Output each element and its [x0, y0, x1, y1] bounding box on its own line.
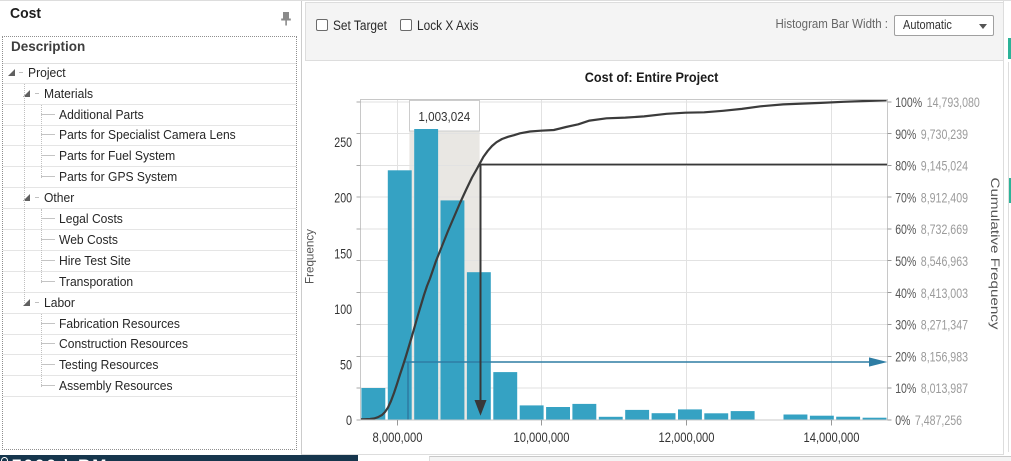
- svg-text:80%: 80%: [895, 158, 916, 174]
- svg-text:7,487,256: 7,487,256: [915, 412, 962, 428]
- svg-text:150: 150: [334, 245, 352, 261]
- svg-text:60%: 60%: [895, 221, 916, 237]
- svg-text:8,000,000: 8,000,000: [373, 429, 423, 445]
- svg-text:30%: 30%: [895, 317, 916, 333]
- svg-text:0: 0: [346, 412, 352, 428]
- svg-text:8,013,987: 8,013,987: [921, 380, 968, 396]
- svg-text:12,000,000: 12,000,000: [659, 429, 715, 445]
- svg-text:8,732,669: 8,732,669: [921, 221, 968, 237]
- svg-text:70%: 70%: [895, 189, 916, 205]
- svg-text:1,003,024: 1,003,024: [418, 109, 470, 124]
- svg-text:50: 50: [340, 357, 352, 373]
- svg-text:100%: 100%: [895, 94, 922, 110]
- svg-text:9,730,239: 9,730,239: [921, 126, 968, 142]
- svg-text:250: 250: [334, 134, 352, 150]
- svg-text:10,000,000: 10,000,000: [514, 429, 570, 445]
- svg-text:8,271,347: 8,271,347: [921, 317, 968, 333]
- svg-text:14,000,000: 14,000,000: [804, 429, 860, 445]
- svg-text:200: 200: [334, 190, 352, 206]
- svg-text:8,546,963: 8,546,963: [921, 253, 968, 269]
- svg-text:0%: 0%: [895, 412, 910, 428]
- svg-text:10%: 10%: [895, 380, 916, 396]
- svg-text:8,413,003: 8,413,003: [921, 285, 968, 301]
- svg-text:40%: 40%: [895, 285, 916, 301]
- svg-text:Cost of: Entire Project: Cost of: Entire Project: [585, 70, 719, 85]
- svg-text:8,912,409: 8,912,409: [921, 189, 968, 205]
- svg-text:14,793,080: 14,793,080: [927, 94, 980, 110]
- svg-text:90%: 90%: [895, 126, 916, 142]
- svg-text:100: 100: [334, 301, 352, 317]
- svg-text:Cumulative Frequency: Cumulative Frequency: [988, 178, 1002, 330]
- svg-text:Frequency: Frequency: [302, 229, 316, 284]
- svg-text:50%: 50%: [895, 253, 916, 269]
- svg-text:9,145,024: 9,145,024: [921, 158, 968, 174]
- svg-text:8,156,983: 8,156,983: [921, 348, 968, 364]
- svg-text:20%: 20%: [895, 348, 916, 364]
